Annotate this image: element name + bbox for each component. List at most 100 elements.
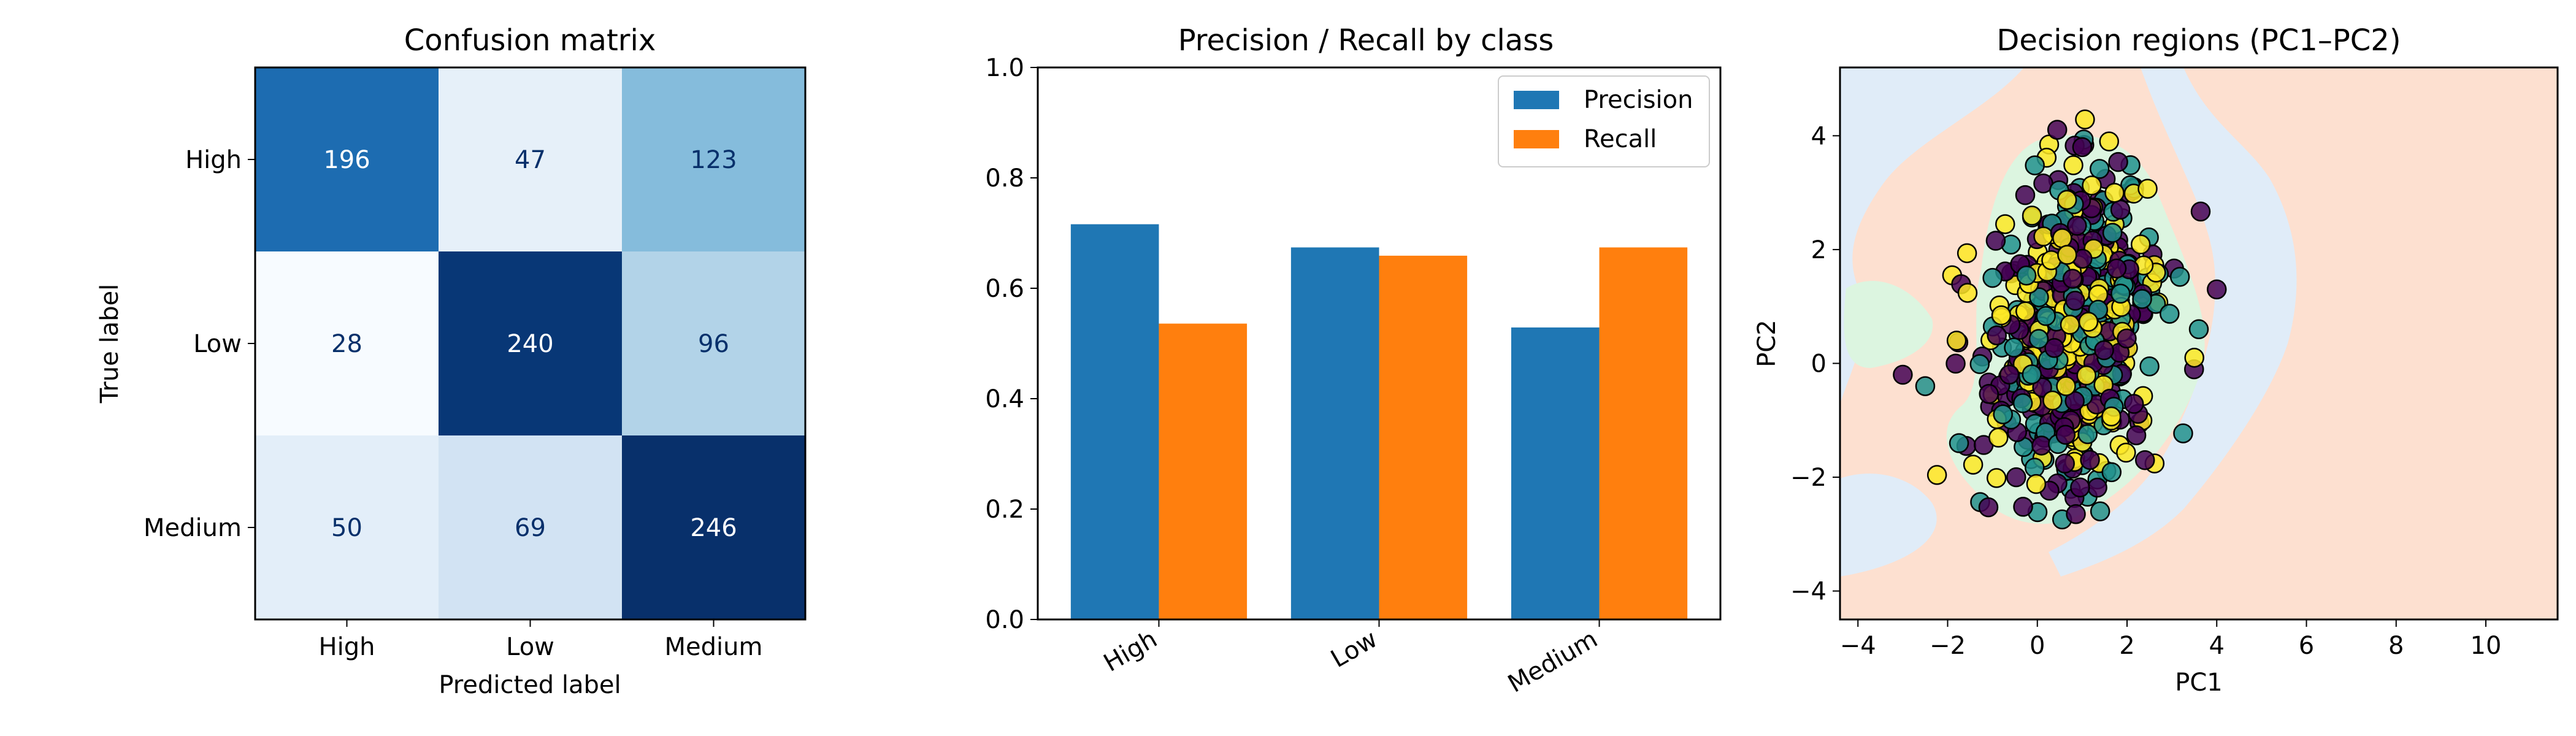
dr-point (2130, 234, 2151, 255)
cm-x-tick-label: Low (506, 633, 554, 661)
pr-title: Precision / Recall by class (1178, 23, 1554, 58)
dr-point (2055, 424, 2076, 445)
cm-x-tick-label: High (319, 633, 375, 661)
cm-cell-value: 28 (331, 330, 362, 358)
cm-title: Confusion matrix (404, 23, 656, 58)
dr-frame (1839, 66, 2559, 621)
pr-legend-swatch-precision (1514, 91, 1559, 109)
dr-point (2015, 185, 2036, 205)
dr-region-blue-bottom-left (1840, 473, 1937, 577)
dr-point (1987, 325, 2007, 346)
dr-point (2016, 266, 2037, 286)
cm-cell-value: 69 (515, 514, 546, 542)
cm-cell-value: 246 (690, 514, 737, 542)
dr-point (1995, 214, 2015, 234)
dr-point (2108, 151, 2128, 172)
dr-point (2056, 376, 2076, 396)
dr-point (2013, 497, 2033, 517)
cm-cell (622, 67, 806, 252)
cm-cell-value: 47 (515, 146, 546, 174)
dr-point (2064, 391, 2085, 412)
dr-point (2089, 159, 2110, 179)
dr-point (2070, 477, 2090, 498)
dr-point (2006, 467, 2026, 488)
dr-y-tick-label: −4 (1790, 578, 1827, 606)
dr-point (2132, 289, 2152, 309)
dr-point (2062, 269, 2083, 289)
pr-x-ticks: High Low Medium (1099, 619, 1603, 699)
dr-point (1986, 468, 2007, 488)
dr-point (1999, 364, 2020, 385)
dr-x-tick-label: 8 (2388, 632, 2404, 660)
pr-bar-recall (1379, 255, 1468, 619)
dr-point (2169, 267, 2190, 287)
dr-ylabel: PC2 (1753, 320, 1781, 367)
dr-point (1957, 283, 1978, 303)
dr-point (2067, 215, 2087, 236)
dr-xlabel: PC1 (2175, 669, 2223, 697)
cm-cells: 196 47 123 28 240 96 50 69 246 (255, 67, 806, 620)
dr-point (2072, 137, 2093, 158)
dr-point (2029, 287, 2049, 307)
dr-point (2063, 155, 2083, 175)
dr-point (2022, 364, 2042, 385)
dr-point (2077, 424, 2098, 445)
pr-x-tick-label: High (1099, 625, 1162, 678)
dr-point (2042, 390, 2063, 411)
dr-point (2126, 425, 2147, 445)
dr-point (2028, 329, 2049, 349)
dr-point (2057, 190, 2077, 210)
dr-point (2026, 473, 2047, 494)
dr-point (2110, 283, 2131, 304)
pr-legend-label-precision: Precision (1584, 86, 1693, 114)
dr-point (1985, 231, 2006, 251)
dr-point (2173, 423, 2193, 443)
dr-point (2052, 228, 2072, 248)
dr-point (2139, 356, 2160, 377)
dr-point (2076, 365, 2097, 386)
dr-point (2090, 501, 2110, 521)
dr-point (1926, 465, 1947, 485)
dr-point (2102, 223, 2123, 243)
dr-point (2110, 199, 2131, 220)
dr-x-tick-label: 10 (2471, 632, 2502, 660)
cm-cell (622, 251, 806, 436)
dr-point (1945, 353, 1966, 374)
cm-y-ticks: High Low Medium (144, 146, 255, 542)
dr-point (2004, 337, 2024, 358)
cm-cell (255, 251, 439, 436)
pr-bar-precision (1070, 224, 1159, 620)
cm-y-tick-label: High (185, 146, 242, 174)
dr-y-tick-label: −2 (1790, 464, 1827, 492)
dr-x-ticks: −4 −2 0 2 4 6 8 10 (1840, 619, 2502, 660)
pr-y-tick-label: 0.6 (985, 275, 1024, 303)
decision-regions-panel: Decision regions (PC1–PC2) −4 −2 0 2 4 6 8 10 −… (1753, 23, 2559, 697)
dr-x-tick-label: −4 (1840, 632, 1876, 660)
dr-point (2057, 245, 2077, 265)
cm-cell (255, 67, 439, 252)
cm-y-tick-label: Low (193, 330, 242, 358)
dr-point (1978, 497, 1999, 518)
pr-y-ticks: 0.0 0.2 0.4 0.6 0.8 1.0 (985, 54, 1038, 634)
pr-y-tick-label: 0.2 (985, 496, 1024, 524)
cm-cell-value: 240 (507, 330, 553, 358)
dr-region-blue-left (1840, 67, 2024, 405)
dr-point (2032, 377, 2052, 397)
dr-point (1969, 354, 1990, 374)
cm-cell-value: 123 (690, 146, 737, 174)
dr-point (1946, 331, 1967, 351)
dr-point (2055, 453, 2075, 473)
dr-point (1949, 433, 1969, 453)
dr-point (1915, 376, 1936, 396)
dr-point (2137, 178, 2158, 199)
dr-region-green-left (1844, 281, 1933, 368)
dr-title: Decision regions (PC1–PC2) (1996, 23, 2401, 58)
dr-point (1979, 383, 1999, 404)
cm-ylabel: True label (96, 284, 124, 404)
dr-point (2116, 442, 2136, 463)
dr-region-blue-right (2049, 67, 2297, 577)
dr-point (2184, 347, 2204, 368)
dr-point (2106, 258, 2127, 279)
